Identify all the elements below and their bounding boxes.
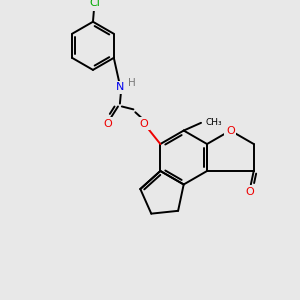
- Text: CH₃: CH₃: [206, 118, 223, 127]
- Text: O: O: [103, 119, 112, 129]
- Text: Cl: Cl: [89, 0, 100, 8]
- Text: O: O: [245, 187, 254, 197]
- Text: H: H: [128, 78, 135, 88]
- Text: O: O: [140, 119, 148, 129]
- Text: N: N: [116, 82, 124, 92]
- Text: O: O: [226, 125, 235, 136]
